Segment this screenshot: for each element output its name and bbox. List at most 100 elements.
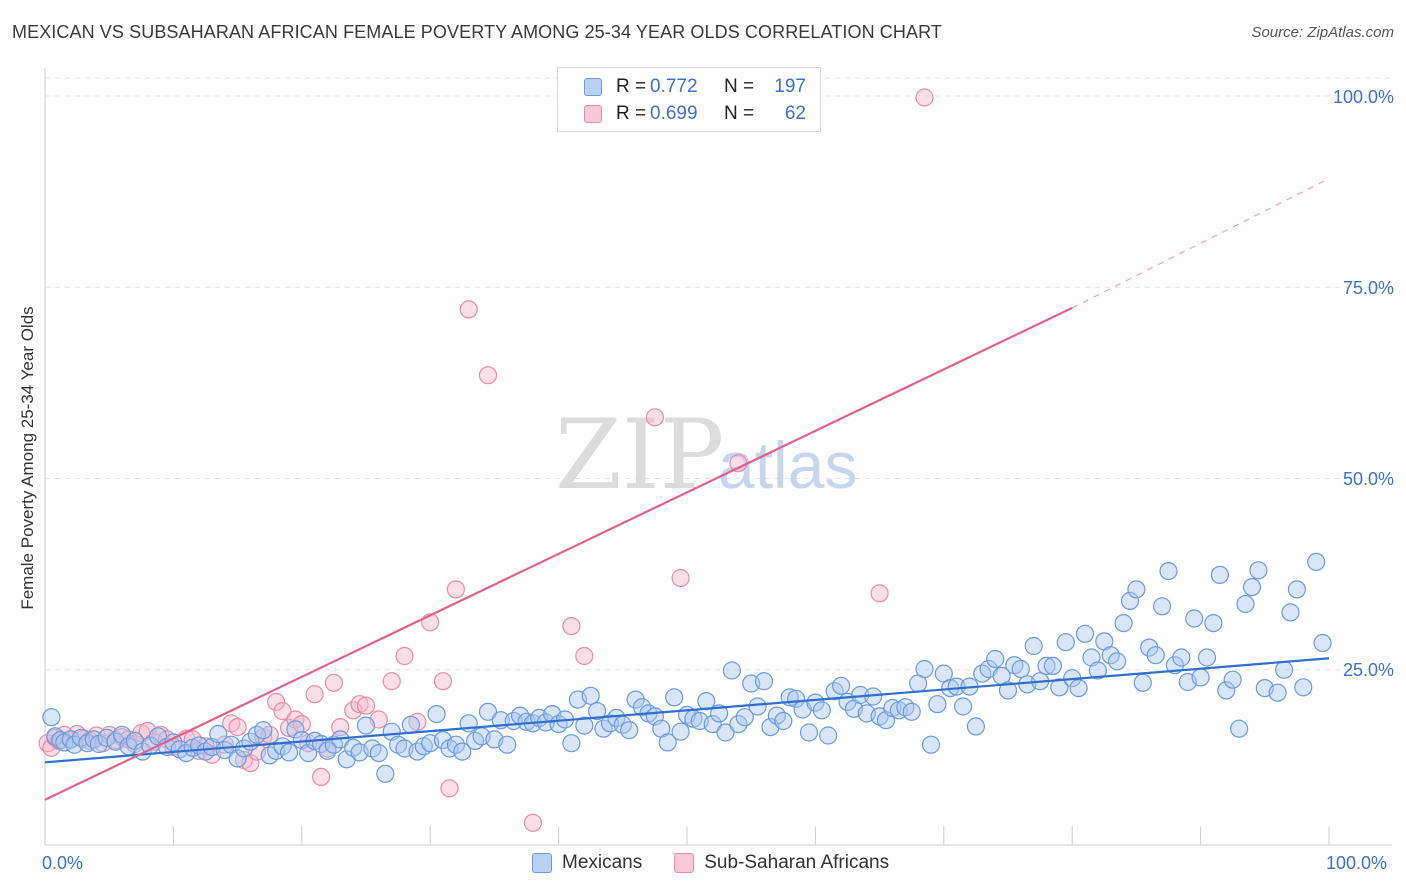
series-legend-mexicans[interactable]: Mexicans bbox=[532, 852, 642, 874]
mexican-point bbox=[1069, 678, 1088, 698]
mexican-point bbox=[774, 711, 793, 731]
subsaharan-label: Sub-Saharan Africans bbox=[704, 852, 890, 873]
mexican-point bbox=[254, 721, 273, 740]
subsaharan-point bbox=[305, 685, 324, 704]
mexican-point bbox=[1236, 594, 1255, 614]
legend-swatch-mexicans bbox=[584, 78, 602, 96]
mexican-point bbox=[575, 716, 594, 735]
mexican-point bbox=[286, 720, 305, 739]
mexican-point bbox=[748, 697, 767, 716]
mexican-point bbox=[196, 742, 215, 761]
mexican-point bbox=[729, 714, 748, 734]
mexican-point bbox=[581, 686, 600, 705]
subsaharan-point bbox=[870, 584, 889, 603]
mexican-point bbox=[1075, 624, 1095, 643]
mexican-point bbox=[478, 702, 498, 721]
mexican-trend-line bbox=[44, 657, 1330, 764]
subsaharan-point bbox=[729, 454, 748, 473]
mexican-point bbox=[247, 725, 266, 744]
legend-r-value: 0.699 bbox=[650, 103, 698, 124]
mexican-point bbox=[1249, 561, 1268, 580]
mexican-point bbox=[1242, 577, 1262, 597]
mexican-point bbox=[1223, 670, 1242, 689]
mexicans-swatch bbox=[532, 853, 552, 873]
chart-source: Source: ZipAtlas.com bbox=[1251, 24, 1394, 41]
y-tick-25: 25.0% bbox=[1342, 660, 1394, 680]
y-axis-label: Female Poverty Among 25-34 Year Olds bbox=[18, 306, 37, 610]
subsaharan-point bbox=[324, 673, 343, 692]
subsaharan-point bbox=[433, 672, 453, 691]
mexican-point bbox=[453, 742, 472, 761]
mexican-point bbox=[1210, 565, 1230, 585]
mexican-point bbox=[658, 733, 677, 752]
mexican-point bbox=[620, 721, 639, 740]
mexican-point bbox=[279, 743, 299, 762]
mexican-point bbox=[97, 728, 116, 747]
legend-row-subsaharan: R = 0.699 N = 62 bbox=[584, 101, 806, 127]
mexican-point bbox=[1281, 603, 1300, 622]
mexican-point bbox=[1217, 681, 1236, 700]
subsaharan-point bbox=[267, 692, 286, 712]
mexican-point bbox=[1037, 656, 1056, 676]
axes bbox=[44, 68, 1392, 846]
mexican-point bbox=[1127, 580, 1146, 599]
mexican-point bbox=[234, 739, 254, 758]
legend-n-label: N = bbox=[724, 76, 755, 97]
mexican-point bbox=[401, 715, 420, 734]
subsaharan-point bbox=[382, 672, 401, 691]
mexican-point bbox=[228, 749, 247, 768]
mexican-point bbox=[921, 735, 941, 754]
mexican-point bbox=[42, 708, 61, 727]
mexican-point bbox=[1287, 580, 1307, 599]
subsaharan-point bbox=[562, 616, 581, 636]
subsaharan-point bbox=[915, 88, 934, 107]
mexican-point bbox=[831, 676, 851, 695]
mexican-point bbox=[626, 690, 645, 709]
mexican-point bbox=[754, 672, 774, 691]
legend-n-value: 197 bbox=[774, 76, 806, 97]
mexican-point bbox=[1114, 613, 1133, 633]
subsaharan-swatch bbox=[674, 853, 695, 873]
mexican-point bbox=[1294, 678, 1313, 697]
subsaharan-point bbox=[356, 696, 376, 715]
subsaharan-point bbox=[350, 695, 369, 714]
correlation-legend: R = 0.772 N = 197 R = 0.699 N = 62 bbox=[557, 67, 821, 132]
series-legend: Mexicans Sub-Saharan Africans bbox=[532, 852, 921, 874]
grid-lines bbox=[45, 77, 1392, 671]
mexican-point bbox=[703, 714, 722, 734]
x-tick-min: 0.0% bbox=[42, 853, 84, 873]
mexican-point bbox=[716, 723, 735, 742]
mexican-point bbox=[1120, 591, 1140, 611]
subsaharan-point bbox=[523, 813, 543, 832]
series-legend-subsaharan[interactable]: Sub-Saharan Africans bbox=[674, 852, 889, 874]
legend-r-value: 0.772 bbox=[650, 76, 698, 97]
mexican-point bbox=[786, 689, 806, 708]
mexican-point bbox=[1172, 648, 1191, 667]
subsaharan-point bbox=[440, 779, 459, 798]
mexican-point bbox=[1204, 613, 1223, 633]
subsaharan-point bbox=[446, 580, 465, 599]
mexican-point bbox=[209, 724, 228, 744]
chart-title: MEXICAN VS SUBSAHARAN AFRICAN FEMALE POV… bbox=[12, 22, 942, 42]
mexican-point bbox=[1043, 656, 1063, 676]
subsaharan-point bbox=[459, 300, 478, 319]
mexican-point bbox=[812, 701, 831, 720]
x-tick-max: 100.0% bbox=[1326, 853, 1388, 873]
mexican-point bbox=[1191, 668, 1210, 687]
subsaharan-point bbox=[645, 408, 665, 427]
mexican-point bbox=[1307, 552, 1326, 572]
mexican-point bbox=[902, 702, 921, 721]
subsaharan-point bbox=[273, 701, 292, 721]
mexican-point bbox=[1024, 636, 1043, 656]
subsaharan-point bbox=[331, 717, 350, 737]
trend-lines bbox=[44, 178, 1330, 801]
subsaharan-trend-extension bbox=[1071, 178, 1330, 309]
mexican-point bbox=[1313, 633, 1332, 653]
mexican-point bbox=[376, 764, 395, 783]
mexican-point bbox=[1050, 678, 1069, 697]
mexican-point bbox=[953, 697, 973, 716]
mexican-point bbox=[1107, 652, 1127, 671]
mexican-point bbox=[562, 734, 581, 753]
mexican-point bbox=[369, 743, 388, 763]
mexican-point bbox=[722, 661, 742, 680]
